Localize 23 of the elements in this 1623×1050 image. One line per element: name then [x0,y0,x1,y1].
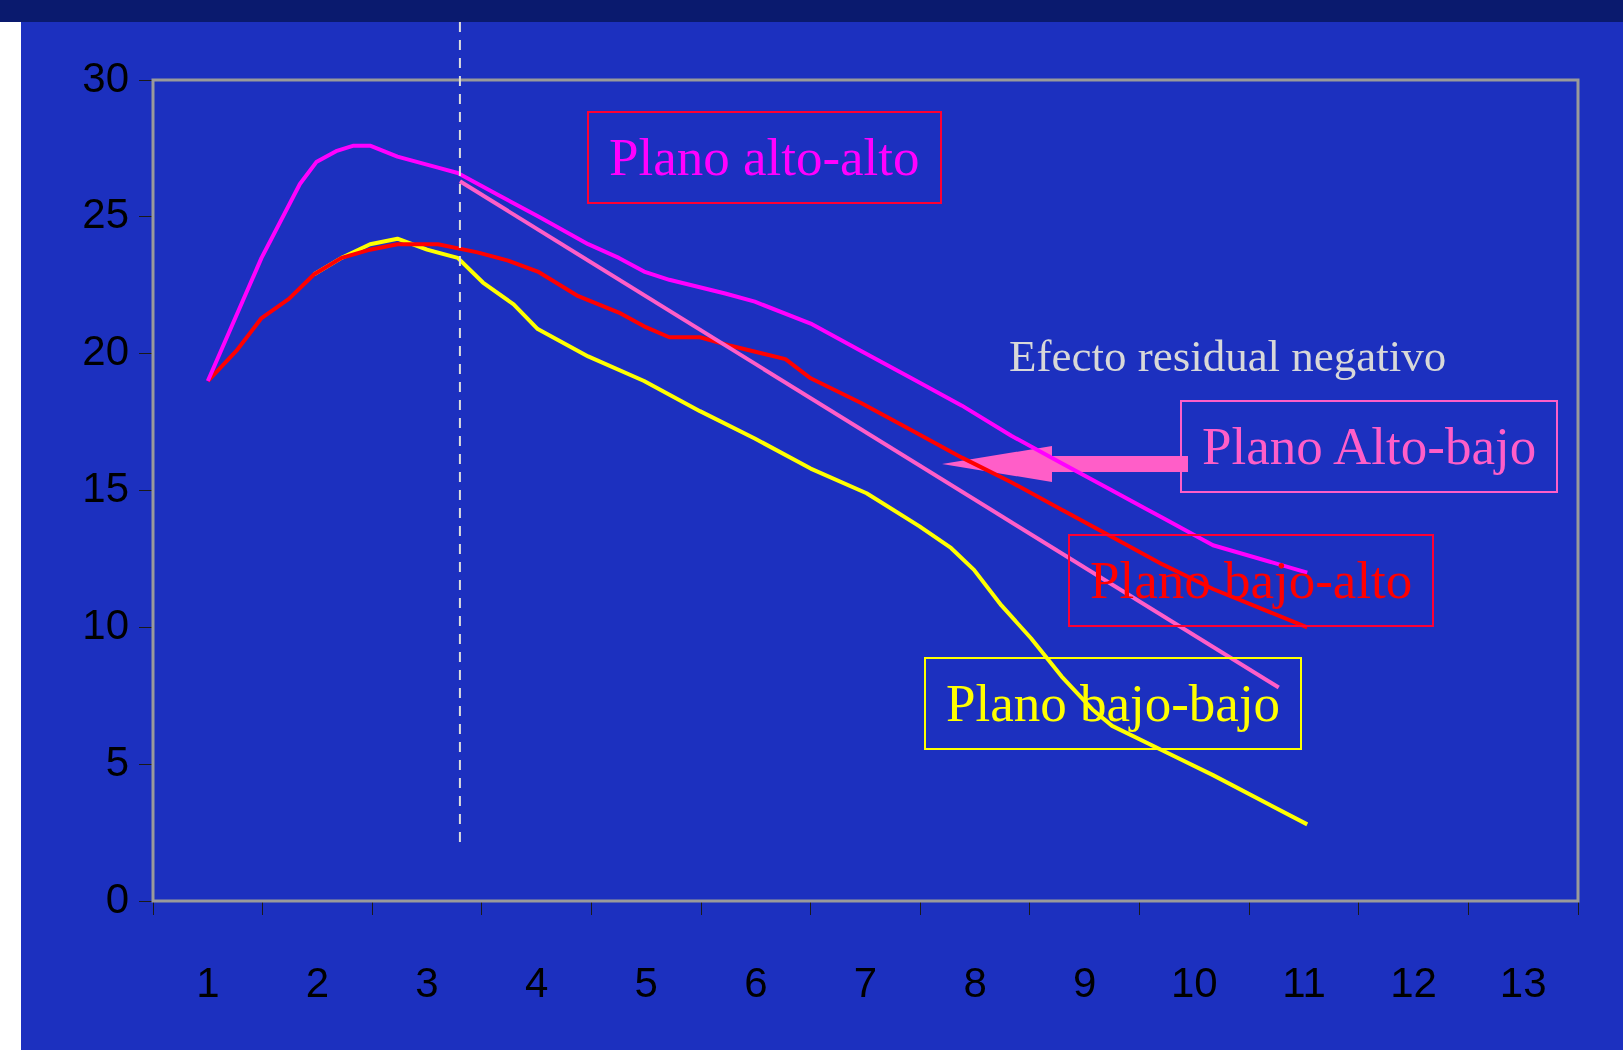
y-tick-label: 10 [82,600,129,648]
y-tick-label: 20 [82,327,129,375]
x-tick-label: 4 [524,958,549,1006]
series-label: Plano alto-alto [587,111,942,204]
x-tick-label: 7 [853,958,878,1006]
y-tick-label: 30 [82,53,129,101]
x-tick-label: 2 [305,958,330,1006]
y-tick-label: 5 [105,737,129,785]
x-tick-label: 5 [634,958,658,1006]
y-tick-label: 25 [82,190,129,238]
y-tick-label: 15 [82,464,129,512]
annotation: Efecto residual negativo [1009,330,1447,382]
x-tick-label: 8 [963,958,987,1006]
x-tick-label: 3 [415,958,439,1006]
x-tick-label: 12 [1390,958,1437,1006]
y-tick-label: 0 [105,874,129,922]
legend-label: Plano Alto-bajo [1180,400,1559,493]
x-tick-label: 13 [1499,958,1547,1006]
x-tick-label: 10 [1170,958,1218,1006]
x-tick-label: 6 [744,958,768,1006]
x-tick-label: 11 [1282,958,1326,1006]
x-tick-label: 9 [1073,958,1097,1006]
x-tick-label: 1 [196,958,220,1006]
